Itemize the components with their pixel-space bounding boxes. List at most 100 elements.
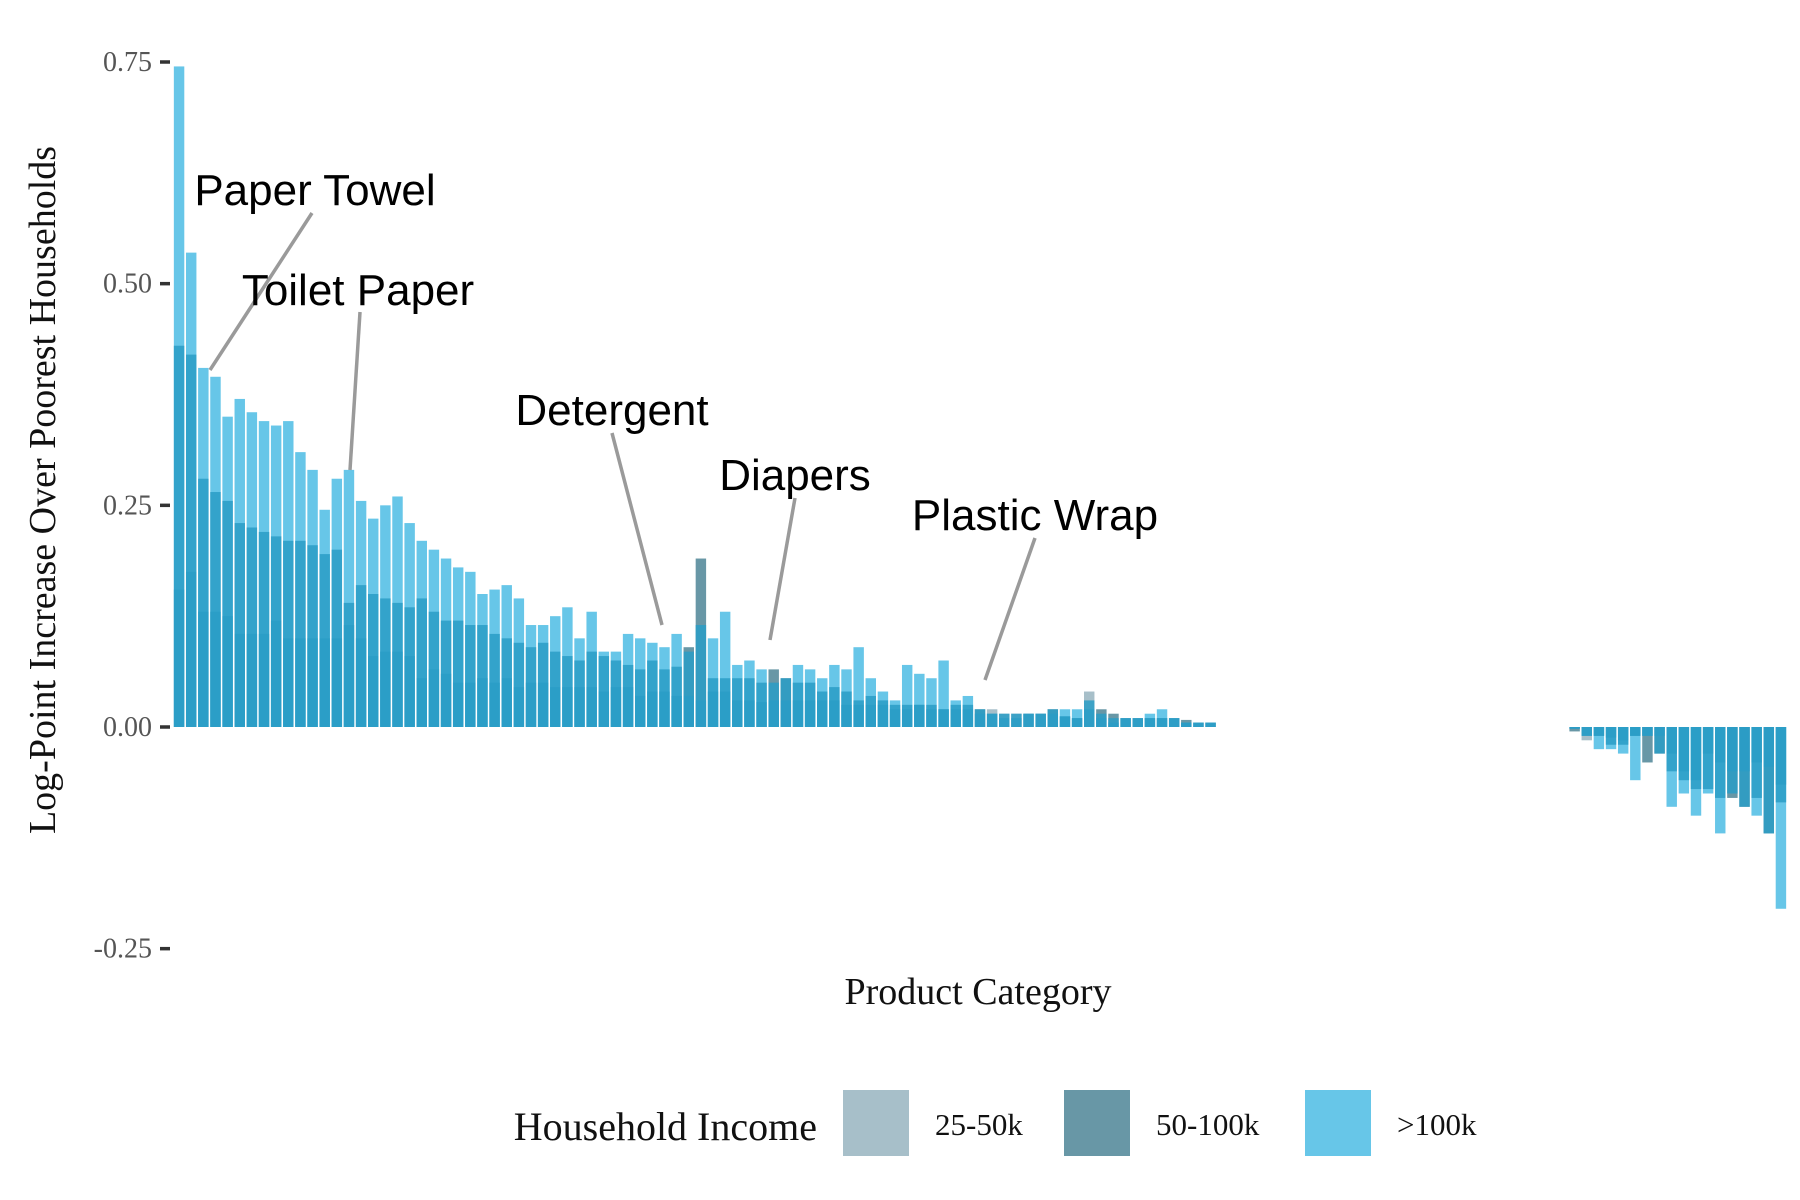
- bar-25-50k: [756, 702, 767, 727]
- bar-25-50k: [1751, 727, 1762, 763]
- bar-over-100k: [1763, 727, 1775, 834]
- bar-25-50k: [489, 682, 500, 727]
- bar-25-50k: [829, 700, 840, 727]
- bar-25-50k: [380, 651, 391, 727]
- bar-25-50k: [1727, 727, 1738, 772]
- y-axis-title: Log-Point Increase Over Poorest Househol…: [22, 146, 64, 834]
- bar-25-50k: [198, 611, 209, 727]
- bar-over-100k: [986, 713, 998, 727]
- bar-50-100k: [914, 704, 925, 727]
- bar-25-50k: [404, 656, 415, 727]
- bar-over-100k: [853, 647, 864, 727]
- bar-50-100k: [185, 354, 197, 727]
- bar-25-50k: [744, 700, 755, 727]
- y-tick-label: -0.25: [94, 934, 152, 965]
- bar-over-100k: [914, 673, 925, 727]
- bar-25-50k: [1617, 727, 1629, 741]
- legend-swatch-25-50k: [843, 1090, 909, 1156]
- bar-25-50k: [258, 633, 270, 727]
- bar-50-100k: [465, 625, 476, 727]
- bar-50-100k: [477, 625, 488, 727]
- bar-50-100k: [222, 500, 233, 727]
- bar-50-100k: [307, 545, 318, 727]
- y-tick-label: 0.00: [103, 712, 152, 743]
- y-tick-label: 0.50: [103, 269, 152, 300]
- bar-over-100k: [999, 718, 1010, 727]
- bar-over-100k: [719, 611, 731, 727]
- bar-over-100k: [1120, 718, 1131, 727]
- legend-label-50-100k: 50-100k: [1156, 1107, 1260, 1142]
- bars-layer: [173, 66, 1787, 909]
- bar-25-50k: [562, 687, 573, 727]
- bar-25-50k: [1763, 727, 1775, 767]
- bar-25-50k: [1715, 727, 1726, 763]
- bar-50-100k: [1642, 727, 1653, 763]
- bar-over-100k: [343, 469, 355, 727]
- bar-50-100k: [210, 492, 221, 727]
- bar-25-50k: [707, 691, 719, 727]
- bar-25-50k: [1047, 713, 1059, 727]
- annotation-label: Diapers: [719, 451, 871, 500]
- bar-25-50k: [1739, 727, 1750, 772]
- bar-25-50k: [647, 691, 658, 727]
- bar-25-50k: [853, 704, 864, 727]
- bar-50-100k: [295, 540, 306, 727]
- bar-over-100k: [1132, 718, 1143, 727]
- bar-over-100k: [1593, 727, 1605, 750]
- bar-50-100k: [452, 620, 464, 727]
- bar-25-50k: [331, 638, 343, 727]
- bar-over-100k: [938, 660, 949, 727]
- bar-25-50k: [295, 638, 306, 727]
- annotation-leader-line: [348, 311, 362, 471]
- bar-25-50k: [889, 709, 901, 727]
- y-axis: 0.75 0.50 0.25 0.00 -0.25: [94, 47, 170, 965]
- bar-50-100k: [1630, 727, 1641, 736]
- bar-25-50k: [270, 620, 282, 727]
- bar-over-100k: [901, 664, 913, 727]
- bar-over-100k: [926, 678, 937, 727]
- bar-25-50k: [477, 678, 488, 727]
- bar-25-50k: [1108, 718, 1119, 727]
- bar-25-50k: [926, 709, 937, 727]
- bar-50-100k: [1071, 718, 1083, 727]
- bar-50-100k: [416, 598, 427, 727]
- bar-over-100k: [1205, 722, 1216, 727]
- bar-25-50k: [185, 571, 197, 727]
- bar-25-50k: [804, 700, 816, 727]
- annotation-label: Detergent: [515, 386, 708, 435]
- x-axis-title: Product Category: [844, 971, 1111, 1013]
- bar-25-50k: [513, 687, 525, 727]
- bar-25-50k: [671, 695, 682, 727]
- bar-50-100k: [428, 611, 440, 727]
- bar-25-50k: [1666, 727, 1677, 754]
- bar-25-50k: [440, 673, 452, 727]
- bar-25-50k: [695, 700, 707, 727]
- bar-50-100k: [489, 633, 500, 727]
- legend-label-over-100k: >100k: [1397, 1107, 1477, 1142]
- bar-25-50k: [598, 691, 610, 727]
- bar-25-50k: [768, 700, 779, 727]
- bar-25-50k: [574, 687, 585, 727]
- bar-25-50k: [634, 695, 646, 727]
- y-tick-label: 0.75: [103, 47, 152, 78]
- legend-swatch-over-100k: [1305, 1090, 1371, 1156]
- bar-50-100k: [1569, 727, 1580, 732]
- bar-25-50k: [841, 704, 852, 727]
- bar-over-100k: [1011, 718, 1022, 727]
- bar-over-100k: [683, 651, 694, 727]
- bar-over-100k: [1193, 722, 1204, 727]
- bar-25-50k: [719, 691, 731, 727]
- bar-25-50k: [950, 709, 961, 727]
- bar-25-50k: [368, 656, 379, 727]
- annotation-label: Paper Towel: [194, 166, 435, 215]
- bar-25-50k: [173, 589, 185, 727]
- bar-25-50k: [877, 704, 889, 727]
- bar-25-50k: [586, 687, 597, 727]
- bar-over-100k: [1775, 727, 1787, 909]
- bar-25-50k: [319, 638, 330, 727]
- bar-25-50k: [974, 713, 986, 727]
- bar-over-100k: [1630, 727, 1641, 781]
- bar-25-50k: [865, 704, 876, 727]
- bar-over-100k: [1108, 722, 1119, 727]
